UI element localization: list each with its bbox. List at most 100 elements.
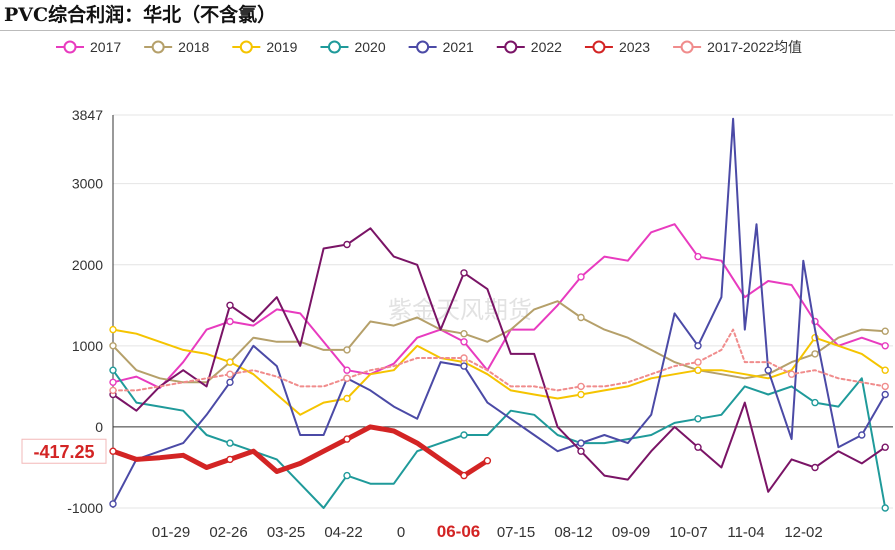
data-point-2018 [343, 346, 351, 354]
data-point-2022 [577, 447, 585, 455]
data-point-2017-2022均值 [881, 382, 889, 391]
data-point-2017-2022均值 [343, 374, 351, 382]
data-point-2020 [226, 439, 234, 447]
x-tick-label: 04-22 [324, 524, 362, 541]
series-line-2023 [110, 424, 490, 479]
x-tick-label: 09-09 [612, 524, 650, 541]
legend-label: 2017 [90, 39, 121, 55]
legend-circle-icon [63, 40, 77, 54]
data-point-2017-2022均值 [694, 358, 702, 366]
data-point-2021 [460, 362, 468, 370]
data-point-2017-2022均值 [226, 370, 234, 378]
x-tick-label: 07-15 [497, 524, 535, 541]
data-point-2019 [343, 394, 351, 403]
x-tick-label: 01-29 [152, 524, 190, 541]
data-point-2020 [811, 398, 819, 407]
legend-circle-icon [680, 40, 694, 54]
data-point-2017-2022均值 [460, 354, 468, 362]
legend-item-2023[interactable]: 2023 [584, 39, 650, 55]
legend-circle-icon [239, 40, 253, 54]
legend-item-2020[interactable]: 2020 [320, 39, 386, 55]
series-line-2019 [112, 328, 887, 416]
x-tick-label: 10-07 [669, 524, 707, 541]
data-point-2017-2022均值 [109, 386, 117, 395]
x-tick-label: 12-02 [784, 524, 822, 541]
data-point-2020 [881, 504, 889, 512]
data-point-2021 [109, 500, 117, 508]
end-value-label-box [21, 438, 107, 464]
x-tick-label-current: 06-06 [437, 522, 480, 541]
data-point-2023 [226, 455, 234, 464]
legend-item-2018[interactable]: 2018 [144, 39, 210, 55]
data-point-2017 [226, 317, 234, 326]
data-point-2022 [460, 269, 468, 277]
legend-circle-icon [327, 40, 341, 54]
legend-item-2017-2022均值[interactable]: 2017-2022均值 [673, 39, 802, 55]
data-point-2021 [858, 431, 866, 439]
data-point-2021 [764, 366, 772, 374]
data-point-2023 [483, 457, 492, 465]
data-point-2018 [109, 342, 117, 350]
data-point-2019 [109, 325, 117, 334]
data-point-2021 [881, 390, 889, 399]
chart-legend[interactable]: 2017 2018 2019 2020 2021 2022 2023 2017-2022均值 [56, 39, 802, 55]
data-point-2017 [881, 342, 889, 350]
legend-item-2022[interactable]: 2022 [496, 39, 562, 55]
data-point-2017 [694, 252, 702, 261]
x-tick-label: 02-26 [209, 524, 247, 541]
data-point-2022 [226, 301, 234, 309]
data-point-2023 [460, 471, 468, 480]
y-tick-label: 3847 [72, 107, 103, 123]
legend-item-2019[interactable]: 2019 [232, 39, 298, 55]
data-point-2018 [811, 350, 819, 358]
data-point-2019 [881, 366, 889, 374]
legend-label: 2017-2022均值 [707, 39, 802, 55]
series-line-2020 [112, 369, 887, 509]
x-tick-label: 03-25 [267, 524, 305, 541]
data-point-2018 [577, 313, 585, 322]
data-point-2017 [109, 378, 117, 386]
data-point-2020 [343, 471, 351, 480]
legend-label: 2020 [354, 39, 385, 55]
legend-item-2021[interactable]: 2021 [408, 39, 474, 55]
legend-circle-icon [592, 40, 606, 54]
data-point-2017-2022均值 [577, 382, 585, 391]
x-tick-label: 0 [397, 524, 405, 541]
legend-circle-icon [416, 40, 430, 54]
legend-circle-icon [151, 40, 165, 54]
y-tick-label: 0 [95, 419, 103, 435]
data-point-2023 [343, 435, 351, 443]
data-point-2020 [460, 431, 468, 439]
x-tick-label: 11-04 [727, 524, 764, 541]
data-point-2021 [226, 378, 234, 386]
data-point-2019 [577, 390, 585, 399]
data-point-2017 [460, 338, 468, 346]
y-tick-label: 3000 [72, 176, 103, 192]
data-point-2018 [881, 327, 889, 335]
end-value-label-group: -417.25 [21, 438, 107, 464]
series-line-2017-2022均值 [112, 328, 887, 392]
data-point-2022 [694, 443, 702, 451]
data-point-2021 [577, 439, 585, 447]
data-point-2017 [577, 273, 585, 281]
series-line-2022 [112, 227, 887, 493]
legend-label: 2022 [531, 39, 562, 55]
y-tick-label: 2000 [72, 257, 103, 273]
legend-item-2017[interactable]: 2017 [56, 39, 121, 55]
legend-label: 2019 [266, 39, 297, 55]
x-tick-label: 08-12 [554, 524, 592, 541]
data-point-2023 [109, 447, 117, 455]
data-point-2019 [694, 366, 702, 374]
data-point-2017-2022均值 [787, 370, 796, 378]
end-value-label: -417.25 [33, 442, 94, 462]
y-tick-label: 1000 [72, 338, 103, 354]
data-point-2019 [226, 358, 234, 366]
legend-label: 2021 [443, 39, 474, 55]
title-divider [0, 30, 895, 31]
chart-axes: -1000 0 1000 2000 3000 3847 01-29 02-26 03-25 04-… [67, 107, 823, 541]
chart-series [109, 117, 889, 512]
legend-label: 2023 [619, 39, 650, 55]
page-title: PVC综合利润：华北（不含氯） [4, 4, 277, 26]
data-point-2018 [460, 330, 468, 338]
